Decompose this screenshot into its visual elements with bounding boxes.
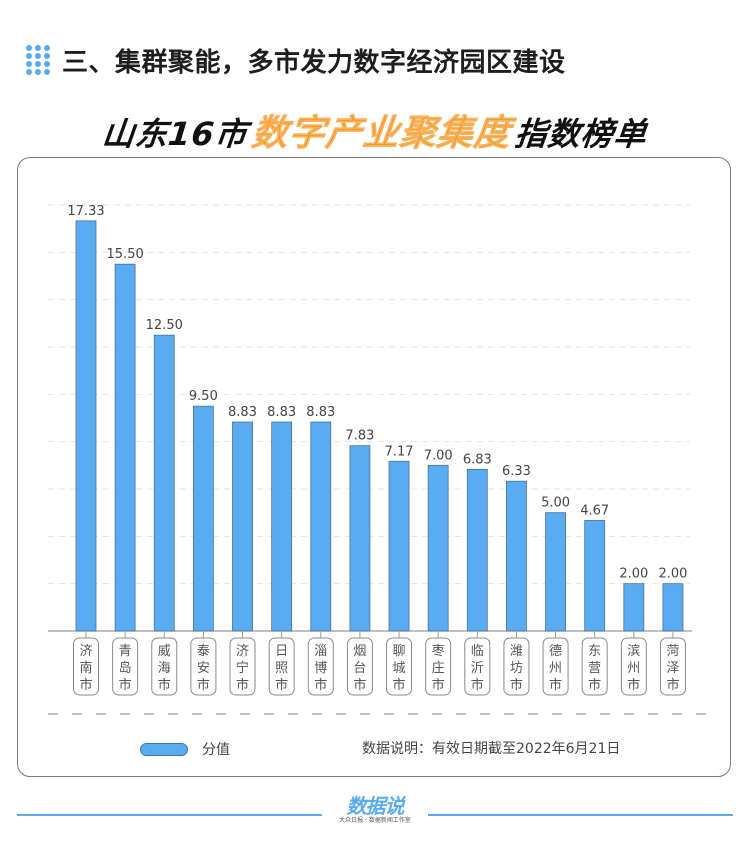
data-note: 数据说明：有效日期截至2022年6月21日	[362, 741, 621, 757]
dot-grid-icon	[26, 45, 50, 75]
brand-name: 数据说	[346, 794, 405, 818]
footer-divider-left	[17, 814, 322, 816]
footer-divider-right	[428, 814, 733, 816]
chart-title-highlight: 数字产业聚集度	[249, 113, 514, 155]
brand-subtitle: 大众日报 · 数据新闻工作室	[339, 817, 411, 824]
chart-title: 山东16市数字产业聚集度指数榜单	[0, 104, 750, 156]
legend: 分值	[140, 739, 230, 759]
legend-label: 分值	[202, 742, 230, 758]
chart-title-suffix: 指数榜单	[512, 115, 649, 153]
legend-swatch	[140, 742, 188, 756]
brand-logo: 数据说 大众日报 · 数据新闻工作室	[335, 795, 415, 825]
chart-title-prefix: 山东16市	[100, 115, 250, 153]
section-title: 三、集群聚能，多市发力数字经济园区建设	[62, 47, 566, 78]
section-header: 三、集群聚能，多市发力数字经济园区建设	[26, 40, 566, 80]
chart-card	[17, 157, 731, 777]
